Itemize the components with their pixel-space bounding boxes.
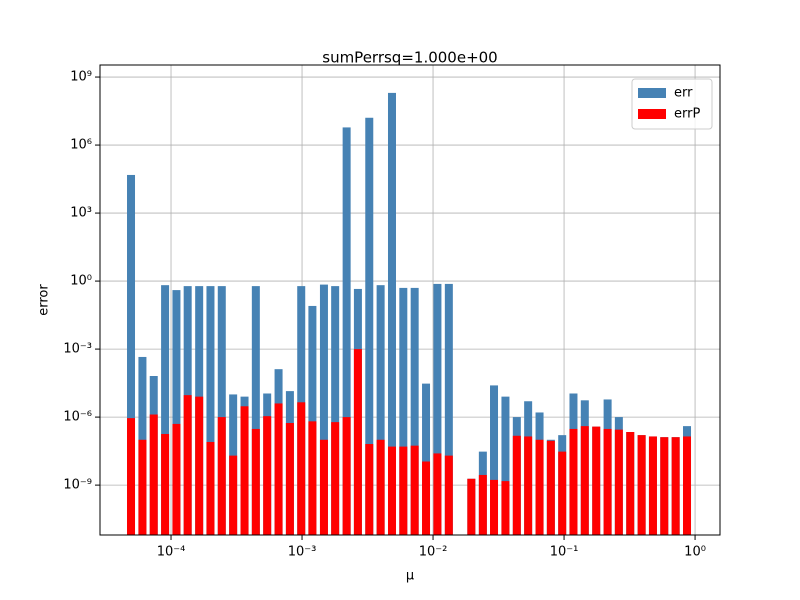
bar <box>127 418 136 535</box>
legend-swatch <box>638 88 666 98</box>
bar <box>365 444 374 535</box>
bar <box>422 383 431 535</box>
bar <box>671 437 680 535</box>
bar <box>274 403 283 535</box>
bar <box>308 421 317 535</box>
bar <box>251 286 260 535</box>
bar <box>387 92 396 536</box>
bar <box>217 286 226 535</box>
bar <box>387 446 396 535</box>
bar <box>399 287 408 535</box>
bar <box>399 446 408 535</box>
x-tick-label: 10⁻⁴ <box>157 545 186 560</box>
bar <box>546 440 555 535</box>
bar <box>206 286 215 535</box>
x-tick-label: 10⁻² <box>419 545 448 560</box>
bar <box>501 481 510 535</box>
bar <box>490 385 499 535</box>
plot-frame <box>99 64 721 536</box>
x-tick-label: 10⁻¹ <box>550 545 579 560</box>
bar <box>683 436 692 535</box>
legend-swatch <box>638 109 666 119</box>
bar <box>353 349 362 535</box>
bar <box>251 428 260 535</box>
bar <box>603 428 612 535</box>
bar <box>467 478 476 535</box>
bar <box>376 439 385 535</box>
y-tick-label: 10⁻⁹ <box>63 478 92 493</box>
y-tick-label: 10⁶ <box>70 138 92 153</box>
bar <box>376 285 385 535</box>
bar <box>206 441 215 535</box>
bar <box>444 455 453 535</box>
bar <box>648 436 657 535</box>
bar <box>524 436 533 535</box>
bar <box>365 117 374 535</box>
bar <box>195 396 204 535</box>
bar <box>319 439 328 535</box>
y-tick-label: 10⁹ <box>70 70 92 85</box>
y-axis-label: error <box>37 284 52 316</box>
bar <box>285 422 294 535</box>
bar <box>263 416 272 535</box>
bar <box>501 396 510 535</box>
bar <box>410 287 419 535</box>
bar <box>183 395 192 535</box>
bar <box>569 428 578 535</box>
y-tick-label: 10⁻⁶ <box>63 410 92 425</box>
bar <box>660 437 669 535</box>
chart-title: sumPerrsq=1.000e+00 <box>322 49 497 67</box>
bar <box>478 474 487 535</box>
bar <box>172 290 181 535</box>
bar <box>172 423 181 535</box>
bar <box>558 451 567 535</box>
bar <box>161 285 170 535</box>
legend-label: err <box>674 86 693 101</box>
bar <box>433 453 442 535</box>
bar <box>297 402 306 535</box>
bar <box>490 479 499 535</box>
bar <box>535 439 544 535</box>
bar <box>433 283 442 535</box>
bar <box>512 435 521 535</box>
y-tick-label: 10³ <box>70 206 92 221</box>
legend-box <box>631 78 713 130</box>
x-tick-label: 10⁰ <box>684 545 706 560</box>
bar <box>614 429 623 535</box>
bar <box>161 433 170 535</box>
bar <box>138 439 147 535</box>
bar <box>580 426 589 535</box>
bar <box>240 406 249 535</box>
bar <box>319 284 328 535</box>
bar <box>410 445 419 535</box>
bar <box>331 286 340 535</box>
bar <box>637 435 646 535</box>
bar <box>422 461 431 535</box>
bar <box>217 417 226 535</box>
y-tick-label: 10⁰ <box>70 274 92 289</box>
bar <box>342 127 351 535</box>
bar <box>308 305 317 535</box>
bar <box>342 417 351 535</box>
bar <box>331 422 340 535</box>
bar <box>444 283 453 535</box>
bar <box>127 174 136 536</box>
x-axis-label: μ <box>406 569 414 584</box>
bar <box>626 432 635 535</box>
bar <box>229 455 238 535</box>
y-tick-label: 10⁻³ <box>63 342 92 357</box>
bar <box>149 414 158 535</box>
bar <box>592 426 601 535</box>
x-tick-label: 10⁻³ <box>288 545 317 560</box>
legend-label: errP <box>674 107 700 122</box>
